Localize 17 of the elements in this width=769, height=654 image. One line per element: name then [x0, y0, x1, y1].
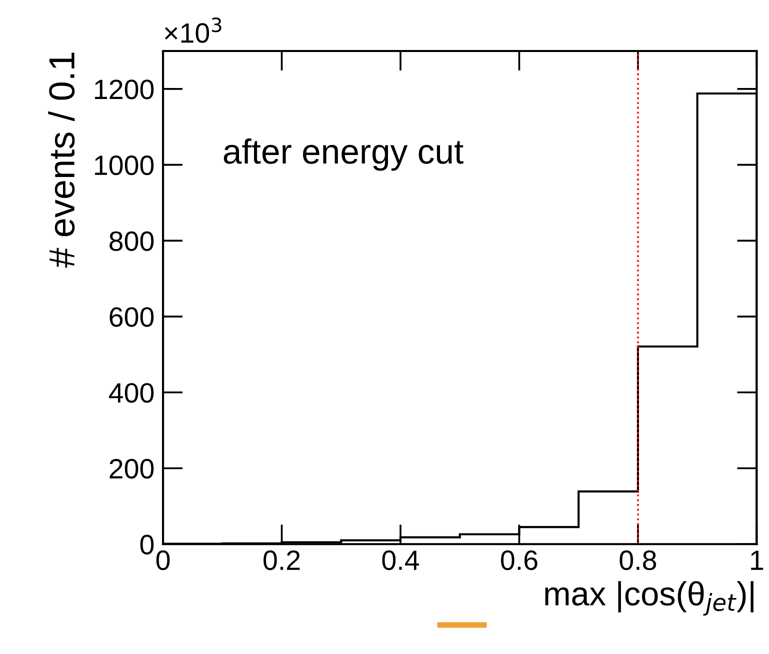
x-tick-label: 0.6 [501, 550, 538, 570]
x-tick-label: 1 [751, 550, 764, 570]
x-tick-label: 0 [156, 550, 170, 570]
x-tick-label: 0.2 [264, 550, 300, 570]
x-tick-label: 0.8 [620, 550, 656, 570]
y-tick-label: 1200 [95, 80, 154, 100]
y-tick-label: 1000 [95, 155, 154, 176]
x-tick-label: 0.4 [382, 550, 419, 570]
annotation: after energy cut [224, 138, 464, 171]
y-axis-title: # events / 0.1 [48, 52, 75, 268]
y-tick-label: 0 [140, 534, 154, 554]
text: ×10$^{3}$ [164, 18, 222, 43]
y-tick-label: 200 [110, 458, 154, 479]
y-tick-label: 400 [108, 383, 154, 403]
x-axis-title: max |cos(θ$_{jet}$)| [545, 581, 754, 616]
y-tick-label: 600 [110, 307, 154, 327]
y-tick-label: 800 [110, 231, 154, 252]
